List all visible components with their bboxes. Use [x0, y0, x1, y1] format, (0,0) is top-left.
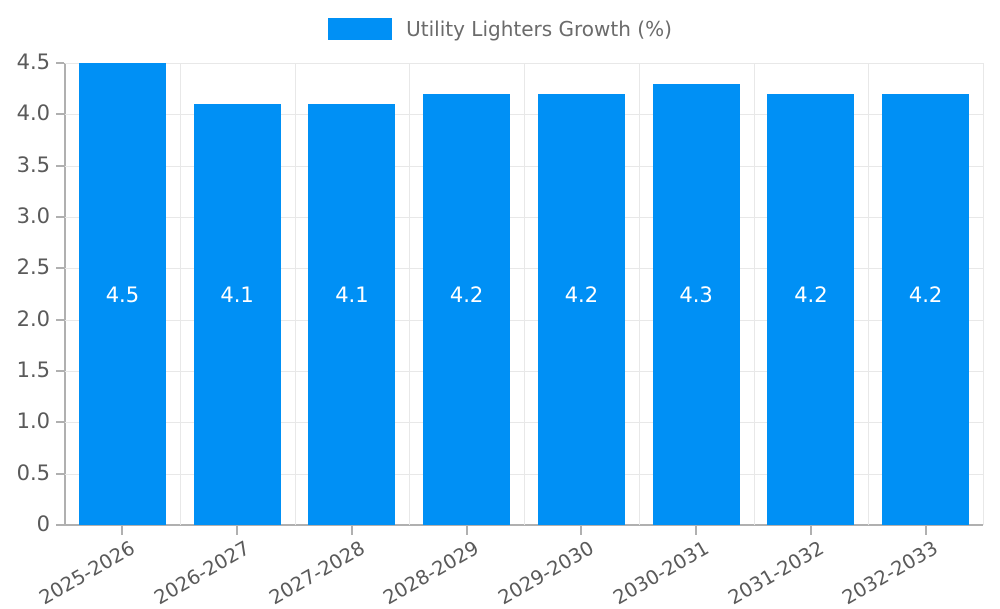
x-axis-tick-label: 2031-2032 — [723, 536, 828, 609]
x-axis-tick-label: 2025-2026 — [35, 536, 139, 609]
y-axis-tick-label: 1.0 — [16, 409, 50, 434]
gridline-vertical — [524, 63, 525, 525]
x-axis-tick-mark — [236, 526, 239, 535]
bar-value-label: 4.3 — [679, 283, 713, 307]
y-axis-tick-mark — [56, 524, 64, 526]
bar-value-label: 4.2 — [794, 283, 828, 307]
bar-value-label: 4.5 — [105, 283, 140, 307]
x-axis-tick-label: 2026-2027 — [150, 536, 254, 609]
y-axis-tick-label: 0.5 — [16, 460, 50, 485]
y-axis-tick-label: 2.5 — [16, 255, 50, 280]
x-axis-tick-mark — [465, 526, 468, 535]
y-axis-tick-label: 4.0 — [16, 101, 50, 126]
legend-color-swatch — [328, 18, 393, 40]
y-axis-tick-mark — [56, 318, 64, 321]
y-axis-tick-label: 3.5 — [16, 152, 50, 177]
y-axis-tick-label: 1.5 — [16, 358, 50, 382]
y-axis-tick-mark — [56, 113, 64, 116]
y-axis-spine — [64, 63, 66, 526]
bar[interactable]: 4.2 — [882, 93, 970, 525]
x-axis-tick-label: 2032-2033 — [838, 536, 943, 609]
y-axis-tick-mark — [56, 472, 64, 475]
x-axis-tick-label: 2030-2031 — [609, 536, 713, 609]
x-axis-tick-mark — [350, 526, 353, 535]
gridline-vertical — [409, 63, 411, 525]
bar[interactable]: 4.2 — [423, 93, 511, 525]
y-axis-tick-mark — [56, 421, 64, 424]
gridline-vertical — [179, 63, 181, 525]
gridline-vertical — [868, 63, 870, 525]
x-axis-tick-mark — [809, 526, 812, 535]
x-axis-tick-mark — [121, 526, 124, 535]
legend-label: Utility Lighters Growth (%) — [406, 17, 672, 41]
x-axis-tick-mark — [580, 526, 583, 535]
x-axis-tick-label: 2028-2029 — [379, 536, 484, 609]
bar-value-label: 4.2 — [564, 283, 599, 307]
y-axis-tick-mark — [56, 164, 64, 167]
x-axis-tick-label: 2027-2028 — [264, 536, 369, 609]
bar[interactable]: 4.5 — [78, 63, 166, 525]
x-axis-tick-label: 2029-2030 — [494, 536, 598, 609]
x-axis-tick-mark — [924, 526, 927, 535]
bar[interactable]: 4.3 — [652, 83, 740, 525]
x-axis-spine — [65, 524, 983, 526]
gridline-vertical — [294, 63, 296, 525]
plot-area: 4.5 4.1 4.1 4.2 4.2 4.3 4.2 4.2 — [65, 63, 984, 525]
y-axis-tick-label: 2.0 — [16, 306, 50, 331]
y-axis-tick-mark — [56, 370, 64, 372]
gridline-vertical — [983, 63, 984, 525]
chart-legend: Utility Lighters Growth (%) — [0, 14, 1000, 44]
bar[interactable]: 4.1 — [308, 104, 396, 525]
x-axis-tick-mark — [695, 526, 698, 535]
bar-value-label: 4.2 — [908, 283, 943, 307]
bar-value-label: 4.2 — [449, 283, 484, 307]
bar-value-label: 4.1 — [220, 283, 254, 307]
bar[interactable]: 4.2 — [767, 93, 855, 525]
y-axis-tick-mark — [56, 267, 64, 270]
bar-value-label: 4.1 — [335, 283, 369, 307]
y-axis-tick-mark — [56, 62, 64, 64]
gridline-vertical — [753, 63, 755, 525]
y-axis-tick-label: 4.5 — [16, 50, 50, 74]
gridline-vertical — [638, 63, 640, 525]
bar[interactable]: 4.1 — [193, 104, 281, 525]
y-axis-tick-label: 0 — [36, 512, 50, 536]
y-axis-tick-mark — [56, 216, 64, 218]
bar[interactable]: 4.2 — [537, 93, 625, 525]
y-axis-tick-label: 3.0 — [16, 204, 50, 228]
